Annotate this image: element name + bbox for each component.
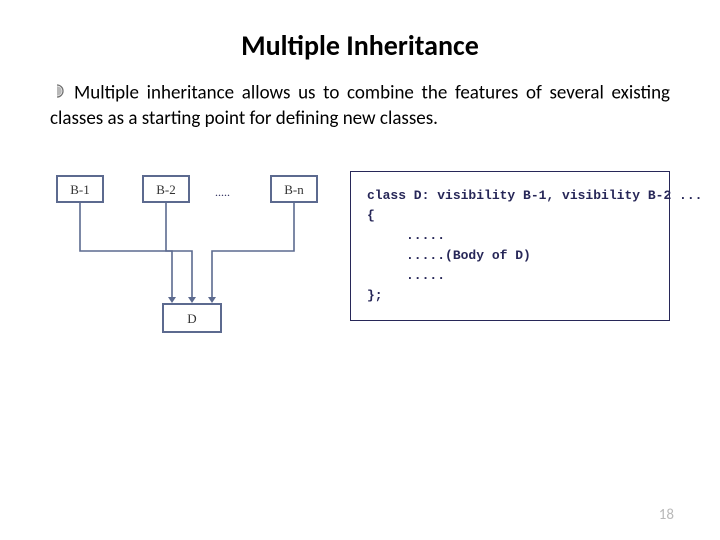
diagram-node-bn: B-n bbox=[270, 175, 318, 203]
slide: Multiple Inheritance Multiple inheritanc… bbox=[0, 0, 720, 540]
inheritance-diagram: B-1 B-2 B-n D..... bbox=[50, 171, 330, 351]
page-number: 18 bbox=[659, 506, 674, 524]
body-text: Multiple inheritance allows us to combin… bbox=[50, 81, 670, 129]
bullet-icon bbox=[50, 81, 64, 105]
slide-title: Multiple Inheritance bbox=[50, 28, 670, 63]
diagram-node-b2: B-2 bbox=[142, 175, 190, 203]
diagram-ellipsis: ..... bbox=[215, 185, 230, 200]
diagram-edge-b1-d bbox=[80, 203, 172, 297]
code-line-4: ..... bbox=[367, 266, 657, 286]
code-line-1: { bbox=[367, 206, 657, 226]
diagram-edge-b2-d bbox=[166, 203, 192, 297]
code-line-3: .....(Body of D) bbox=[367, 246, 657, 266]
code-line-2: ..... bbox=[367, 226, 657, 246]
diagram-node-b1: B-1 bbox=[56, 175, 104, 203]
body-paragraph: Multiple inheritance allows us to combin… bbox=[50, 81, 670, 131]
diagram-node-d: D bbox=[162, 303, 222, 333]
code-line-0: class D: visibility B-1, visibility B-2 … bbox=[367, 186, 657, 206]
figures-row: B-1 B-2 B-n D..... class D: visibility B-1,… bbox=[50, 171, 670, 351]
diagram-edge-bn-d bbox=[212, 203, 294, 297]
code-snippet-box: class D: visibility B-1, visibility B-2 … bbox=[350, 171, 670, 322]
code-line-5: }; bbox=[367, 286, 657, 306]
